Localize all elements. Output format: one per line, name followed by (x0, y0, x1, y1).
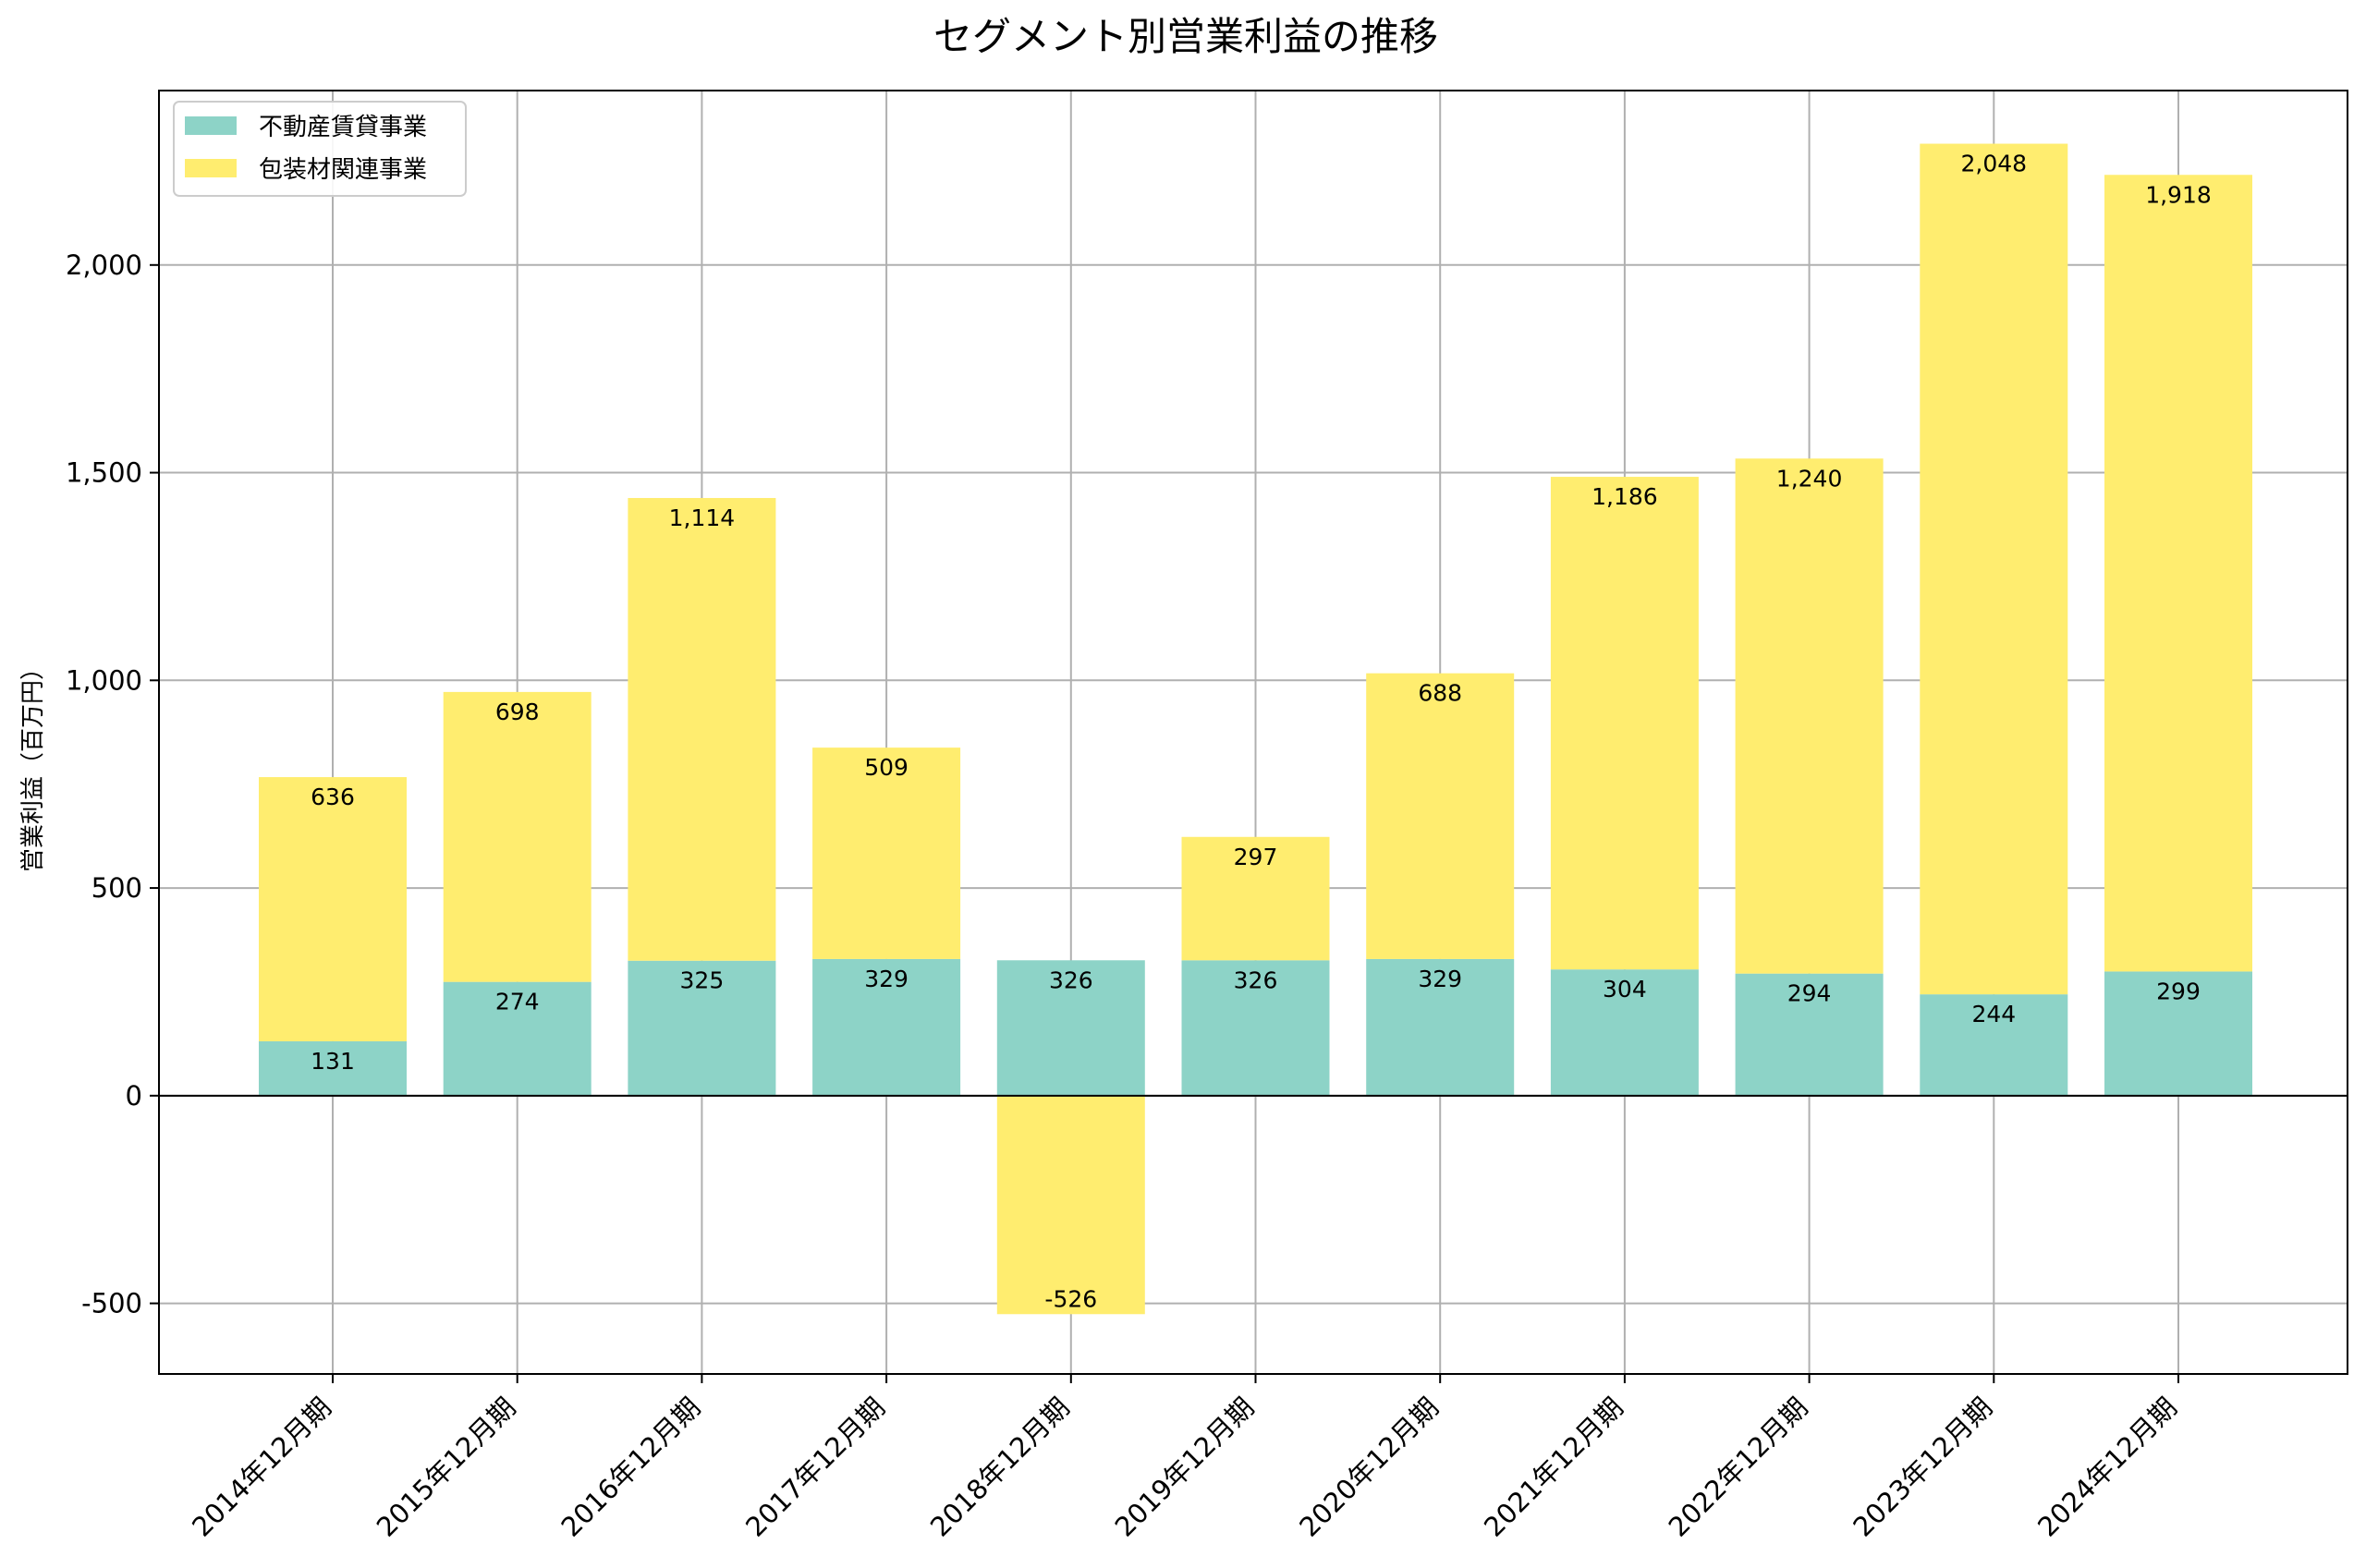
bar-packaging (1366, 673, 1515, 959)
bar-packaging (443, 691, 592, 982)
bar-real-estate (1550, 969, 1699, 1096)
bar-label-real-estate: 326 (1234, 966, 1278, 993)
bars (259, 143, 2252, 1315)
bar-label-real-estate: 294 (1787, 980, 1832, 1007)
bar-label-packaging: 688 (1418, 680, 1462, 707)
plot-frame (158, 90, 2348, 1375)
bar-packaging (1735, 458, 1884, 974)
legend-swatch-real-estate (185, 116, 237, 135)
bar-label-packaging: 636 (311, 784, 355, 810)
bar-label-real-estate: 244 (1971, 1001, 2016, 1027)
bar-real-estate (259, 1040, 407, 1096)
bar-packaging (1181, 836, 1330, 961)
legend: 不動産賃貸事業 包装材関連事業 (173, 101, 467, 197)
y-tick-label: 500 (91, 872, 142, 904)
y-tick-label: 1,500 (66, 457, 142, 489)
bar-label-real-estate: 325 (680, 967, 725, 994)
bar-real-estate (996, 960, 1145, 1096)
bar-packaging (2104, 175, 2252, 972)
y-axis-label: 営業利益（百万円） (19, 656, 47, 872)
bar-packaging (259, 777, 407, 1041)
bar-label-packaging: 1,114 (669, 504, 736, 531)
bar-label-packaging: 1,186 (1592, 483, 1658, 510)
x-tick-label: 2020年12月期 (1293, 1392, 1445, 1543)
x-tick-label: 2024年12月期 (2031, 1392, 2183, 1543)
bar-label-real-estate: 326 (1049, 966, 1093, 993)
bar-packaging (1550, 477, 1699, 970)
bar-packaging (1920, 143, 2068, 995)
bar-label-real-estate: 329 (864, 966, 909, 992)
bar-packaging (628, 497, 776, 961)
legend-label-real-estate: 不動産賃貸事業 (259, 114, 427, 141)
bar-packaging (812, 748, 961, 959)
x-tick-label: 2017年12月期 (739, 1392, 891, 1543)
x-tick-label: 2019年12月期 (1109, 1392, 1261, 1543)
bar-label-packaging: 1,918 (2145, 181, 2212, 208)
x-tick-label: 2023年12月期 (1847, 1392, 1998, 1543)
bar-real-estate (1920, 994, 2068, 1096)
bar-packaging (996, 1095, 1145, 1315)
chart-title: セグメント別営業利益の推移 (933, 14, 1438, 59)
bar-labels: 131 636 274 698 325 1,114 329 509 326 -526 326 297 3… (311, 151, 2212, 1313)
bar-label-packaging: 698 (495, 699, 540, 725)
bar-real-estate (812, 958, 961, 1096)
bar-label-packaging: 297 (1234, 844, 1278, 870)
bar-label-real-estate: 274 (495, 989, 540, 1015)
x-axis: 2014年12月期 2015年12月期 2016年12月期 2017年12月期 2018… (186, 1374, 2183, 1543)
bar-label-real-estate: 131 (311, 1048, 355, 1075)
bar-real-estate (628, 960, 776, 1096)
bar-real-estate (1735, 973, 1884, 1096)
legend-swatch-packaging (185, 159, 237, 177)
y-tick-label: 0 (126, 1080, 142, 1112)
bar-real-estate (1366, 958, 1515, 1096)
bar-label-real-estate: 304 (1603, 976, 1647, 1003)
bar-label-packaging: -526 (1044, 1285, 1097, 1312)
y-axis: -500 0 500 1,000 1,500 2,000 (66, 249, 159, 1319)
x-tick-label: 2018年12月期 (924, 1392, 1076, 1543)
bar-label-real-estate: 329 (1418, 966, 1462, 992)
y-tick-label: 1,000 (66, 664, 142, 696)
legend-box (173, 101, 467, 197)
bar-real-estate (443, 981, 592, 1096)
x-tick-label: 2015年12月期 (371, 1392, 522, 1543)
x-tick-label: 2016年12月期 (555, 1392, 706, 1543)
bar-label-packaging: 2,048 (1961, 151, 2028, 177)
bar-label-packaging: 1,240 (1776, 465, 1843, 492)
bar-real-estate (2104, 971, 2252, 1096)
x-tick-label: 2022年12月期 (1663, 1392, 1814, 1543)
legend-label-packaging: 包装材関連事業 (259, 156, 427, 184)
bar-real-estate (1181, 960, 1330, 1096)
bar-label-real-estate: 299 (2156, 978, 2201, 1004)
y-tick-label: -500 (81, 1288, 142, 1319)
y-tick-label: 2,000 (66, 249, 142, 281)
x-tick-label: 2021年12月期 (1478, 1392, 1629, 1543)
x-tick-label: 2014年12月期 (186, 1392, 337, 1543)
bar-label-packaging: 509 (864, 754, 909, 781)
